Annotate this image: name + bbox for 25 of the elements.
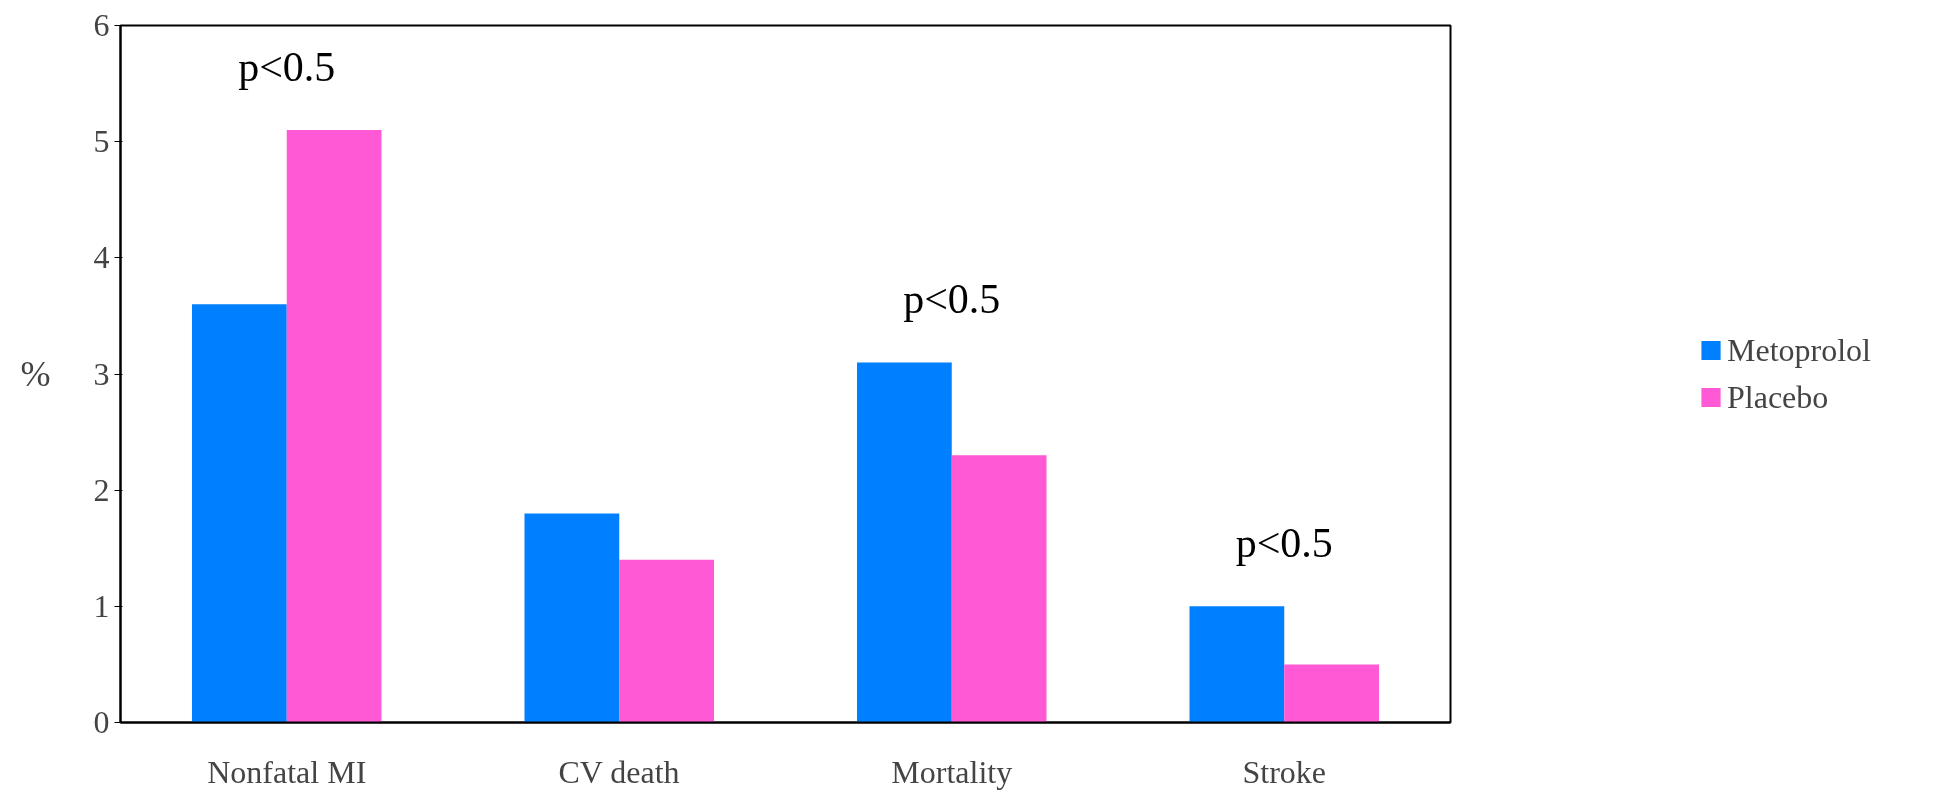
x-tick-label: CV death [558, 753, 680, 790]
bar [524, 513, 620, 723]
y-tick-label: 1 [93, 587, 110, 624]
legend-label: Metoprolol [1727, 331, 1871, 369]
bar [1189, 606, 1285, 723]
x-tick-label: Mortality [891, 753, 1013, 790]
x-tick-label: Stroke [1242, 753, 1327, 790]
bar [286, 130, 382, 723]
x-tick-label: Nonfatal MI [207, 753, 367, 790]
y-tick-label: 3 [93, 355, 110, 392]
annotation: p<0.5 [238, 44, 336, 91]
bar [1284, 664, 1380, 723]
bar [856, 362, 952, 723]
y-tick-label: 4 [93, 239, 110, 276]
y-tick-label: 2 [93, 471, 110, 508]
bar [619, 559, 715, 723]
bar [191, 304, 287, 723]
annotation: p<0.5 [1235, 520, 1333, 567]
y-tick-label: 5 [93, 123, 110, 160]
y-tick-label: 0 [93, 704, 110, 740]
legend-label: Placebo [1727, 378, 1829, 416]
bar [951, 455, 1047, 723]
y-tick-label: 6 [93, 7, 110, 43]
y-axis-title: % [20, 354, 51, 394]
annotation: p<0.5 [903, 276, 1001, 323]
